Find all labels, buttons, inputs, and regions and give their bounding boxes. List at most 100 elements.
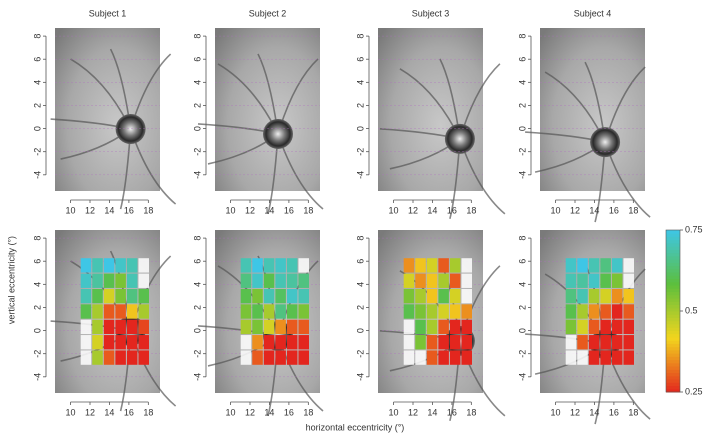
y-tick-label: -2: [517, 148, 527, 156]
colorbar-segment: [666, 334, 680, 338]
data-cell: [450, 258, 461, 272]
data-cell: [115, 350, 126, 364]
data-cell: [415, 289, 426, 303]
data-cell: [287, 350, 298, 364]
data-cell: [275, 350, 286, 364]
data-cell: [438, 320, 449, 334]
y-tick-label: 6: [192, 259, 202, 264]
x-tick-label: 18: [628, 205, 638, 215]
data-cell: [450, 350, 461, 364]
colorbar-segment: [666, 321, 680, 325]
x-tick-label: 12: [570, 407, 580, 417]
data-cell: [92, 258, 103, 272]
data-cell: [264, 320, 275, 334]
fundus-image: [215, 28, 320, 191]
data-cell: [298, 304, 309, 318]
colorbar-segment: [666, 311, 680, 315]
colorbar-segment: [666, 246, 680, 250]
data-cell: [287, 335, 298, 349]
data-cell: [92, 320, 103, 334]
data-cell: [275, 258, 286, 272]
data-cell: [81, 258, 92, 272]
data-cell: [275, 274, 286, 288]
x-tick-label: 18: [628, 407, 638, 417]
data-cell: [115, 335, 126, 349]
data-cell: [104, 320, 115, 334]
data-cell: [241, 274, 252, 288]
colorbar-segment: [666, 382, 680, 386]
colorbar-segment: [666, 249, 680, 253]
data-cell: [287, 304, 298, 318]
data-cell: [600, 350, 611, 364]
data-cell: [104, 274, 115, 288]
data-cell: [577, 320, 588, 334]
colorbar-segment: [666, 292, 680, 296]
y-tick-label: 4: [355, 80, 365, 85]
x-tick-label: 12: [85, 407, 95, 417]
data-cell: [252, 350, 263, 364]
colorbar-segment: [666, 350, 680, 354]
data-cell: [427, 350, 438, 364]
data-cell: [104, 258, 115, 272]
figure: vertical eccentricity (°) horizontal ecc…: [0, 0, 705, 438]
data-cell: [600, 274, 611, 288]
x-tick-label: 14: [589, 407, 599, 417]
colorbar-tick-label: 0.75: [685, 224, 703, 234]
colorbar-segment: [666, 324, 680, 328]
data-cell: [623, 320, 634, 334]
colorbar-segment: [666, 230, 680, 234]
x-tick-label: 10: [226, 407, 236, 417]
colorbar-segment: [666, 376, 680, 380]
empty-cell: [566, 350, 577, 364]
data-cell: [427, 320, 438, 334]
empty-cell: [241, 350, 252, 364]
data-cell: [127, 335, 138, 349]
data-cell: [275, 304, 286, 318]
empty-cell: [461, 258, 472, 272]
data-cell: [600, 258, 611, 272]
y-tick-label: 0: [355, 126, 365, 131]
data-cell: [589, 289, 600, 303]
y-tick-label: 6: [32, 259, 42, 264]
data-cell: [577, 258, 588, 272]
empty-cell: [81, 320, 92, 334]
empty-cell: [404, 320, 415, 334]
data-cell: [404, 258, 415, 272]
data-cell: [264, 304, 275, 318]
data-cell: [264, 274, 275, 288]
data-cell: [577, 274, 588, 288]
data-cell: [115, 258, 126, 272]
x-tick-label: 16: [284, 205, 294, 215]
data-cell: [427, 335, 438, 349]
data-cell: [566, 289, 577, 303]
x-tick-label: 10: [389, 205, 399, 215]
data-cell: [450, 289, 461, 303]
data-cell: [275, 335, 286, 349]
y-tick-label: 4: [192, 282, 202, 287]
data-cell: [92, 304, 103, 318]
data-cell: [115, 320, 126, 334]
data-cell: [104, 350, 115, 364]
data-cell: [438, 350, 449, 364]
y-tick-label: 4: [192, 80, 202, 85]
data-cell: [252, 274, 263, 288]
optic-disc: [263, 119, 293, 149]
colorbar-segment: [666, 295, 680, 299]
data-cell: [404, 289, 415, 303]
colorbar-segment: [666, 363, 680, 367]
x-tick-label: 12: [570, 205, 580, 215]
y-tick-label: 8: [517, 236, 527, 241]
colorbar-segment: [666, 386, 680, 390]
x-tick-label: 14: [104, 205, 114, 215]
data-cell: [427, 289, 438, 303]
data-cell: [252, 258, 263, 272]
colorbar-segment: [666, 369, 680, 373]
data-cell: [127, 320, 138, 334]
y-tick-label: -2: [355, 350, 365, 358]
empty-cell: [415, 350, 426, 364]
data-cell: [438, 289, 449, 303]
colorbar-segment: [666, 272, 680, 276]
colorbar-segment: [666, 256, 680, 260]
data-cell: [623, 350, 634, 364]
y-axis-label: vertical eccentricity (°): [6, 236, 16, 324]
